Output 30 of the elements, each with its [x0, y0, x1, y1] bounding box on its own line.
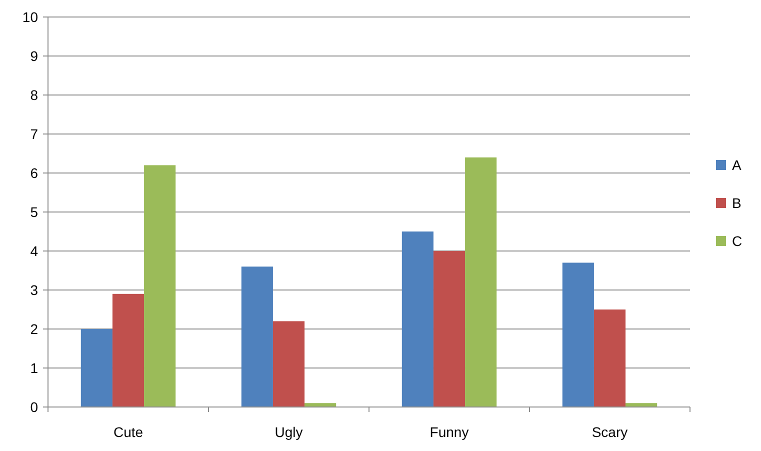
legend-label: C — [732, 232, 742, 249]
bar — [465, 157, 497, 407]
bar — [304, 403, 336, 407]
x-tick-label: Funny — [430, 424, 469, 440]
y-tick-label: 4 — [30, 242, 38, 259]
y-tick-label: 7 — [30, 126, 38, 142]
y-tick-label: 0 — [30, 398, 38, 415]
y-tick-label: 6 — [30, 164, 38, 181]
y-tick-label: 8 — [30, 86, 38, 103]
bar — [112, 294, 144, 407]
y-tick-label: 5 — [30, 204, 38, 220]
bar — [272, 321, 305, 407]
x-tick-label: Cute — [113, 424, 144, 440]
x-tick-label: Scary — [592, 424, 628, 440]
bar — [562, 262, 594, 407]
y-tick-label: 1 — [30, 360, 38, 376]
y-tick-label: 3 — [30, 282, 38, 298]
y-tick-label: 10 — [22, 8, 38, 25]
bar — [144, 165, 176, 407]
bar — [594, 310, 626, 407]
bar — [80, 329, 112, 407]
bar — [626, 403, 658, 407]
y-tick-label: 2 — [30, 320, 38, 337]
bar — [433, 251, 466, 407]
legend-label: B — [732, 194, 742, 211]
x-tick-label: Ugly — [274, 424, 303, 440]
legend-label: A — [732, 156, 742, 173]
y-tick-label: 9 — [30, 48, 38, 64]
bar — [241, 266, 273, 407]
bar — [402, 232, 434, 407]
